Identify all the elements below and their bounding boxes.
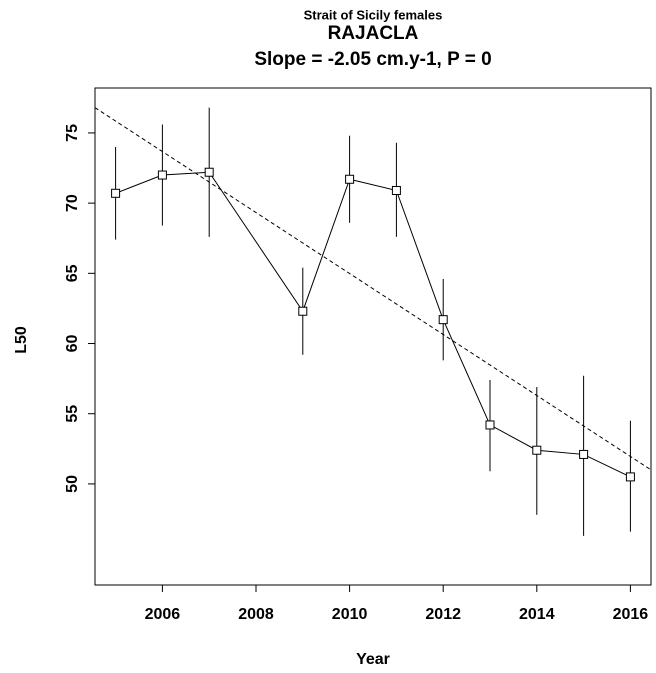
y-tick-label: 60 (64, 335, 81, 353)
y-tick-label: 75 (64, 124, 81, 142)
data-point (298, 306, 308, 316)
x-tick-label: 2008 (238, 606, 274, 623)
data-point (579, 449, 589, 459)
x-axis-label: Year (356, 651, 390, 668)
y-tick-label: 70 (64, 194, 81, 212)
y-axis-label: L50 (13, 326, 30, 354)
data-point (111, 188, 121, 198)
data-point (345, 174, 355, 184)
data-point (485, 420, 495, 430)
x-tick-label: 2014 (519, 606, 555, 623)
x-tick-label: 2006 (145, 606, 181, 623)
plot-box (94, 87, 652, 586)
data-line (115, 171, 631, 478)
data-point (157, 170, 167, 180)
x-tick-label: 2012 (425, 606, 461, 623)
y-tick-label: 55 (64, 405, 81, 423)
y-tick-label: 65 (64, 264, 81, 282)
data-point (391, 185, 401, 195)
data-point (438, 315, 448, 325)
y-tick-label: 50 (64, 475, 81, 493)
chart-subtitle: Slope = -2.05 cm.y-1, P = 0 (254, 49, 491, 70)
data-point (625, 472, 635, 482)
trend-line (94, 107, 652, 471)
chart-title: RAJACLA (328, 23, 419, 44)
data-point (532, 445, 542, 455)
x-tick-label: 2016 (613, 606, 649, 623)
x-tick-label: 2010 (332, 606, 368, 623)
supertitle: Strait of Sicily females (304, 7, 443, 22)
data-point (204, 167, 214, 177)
